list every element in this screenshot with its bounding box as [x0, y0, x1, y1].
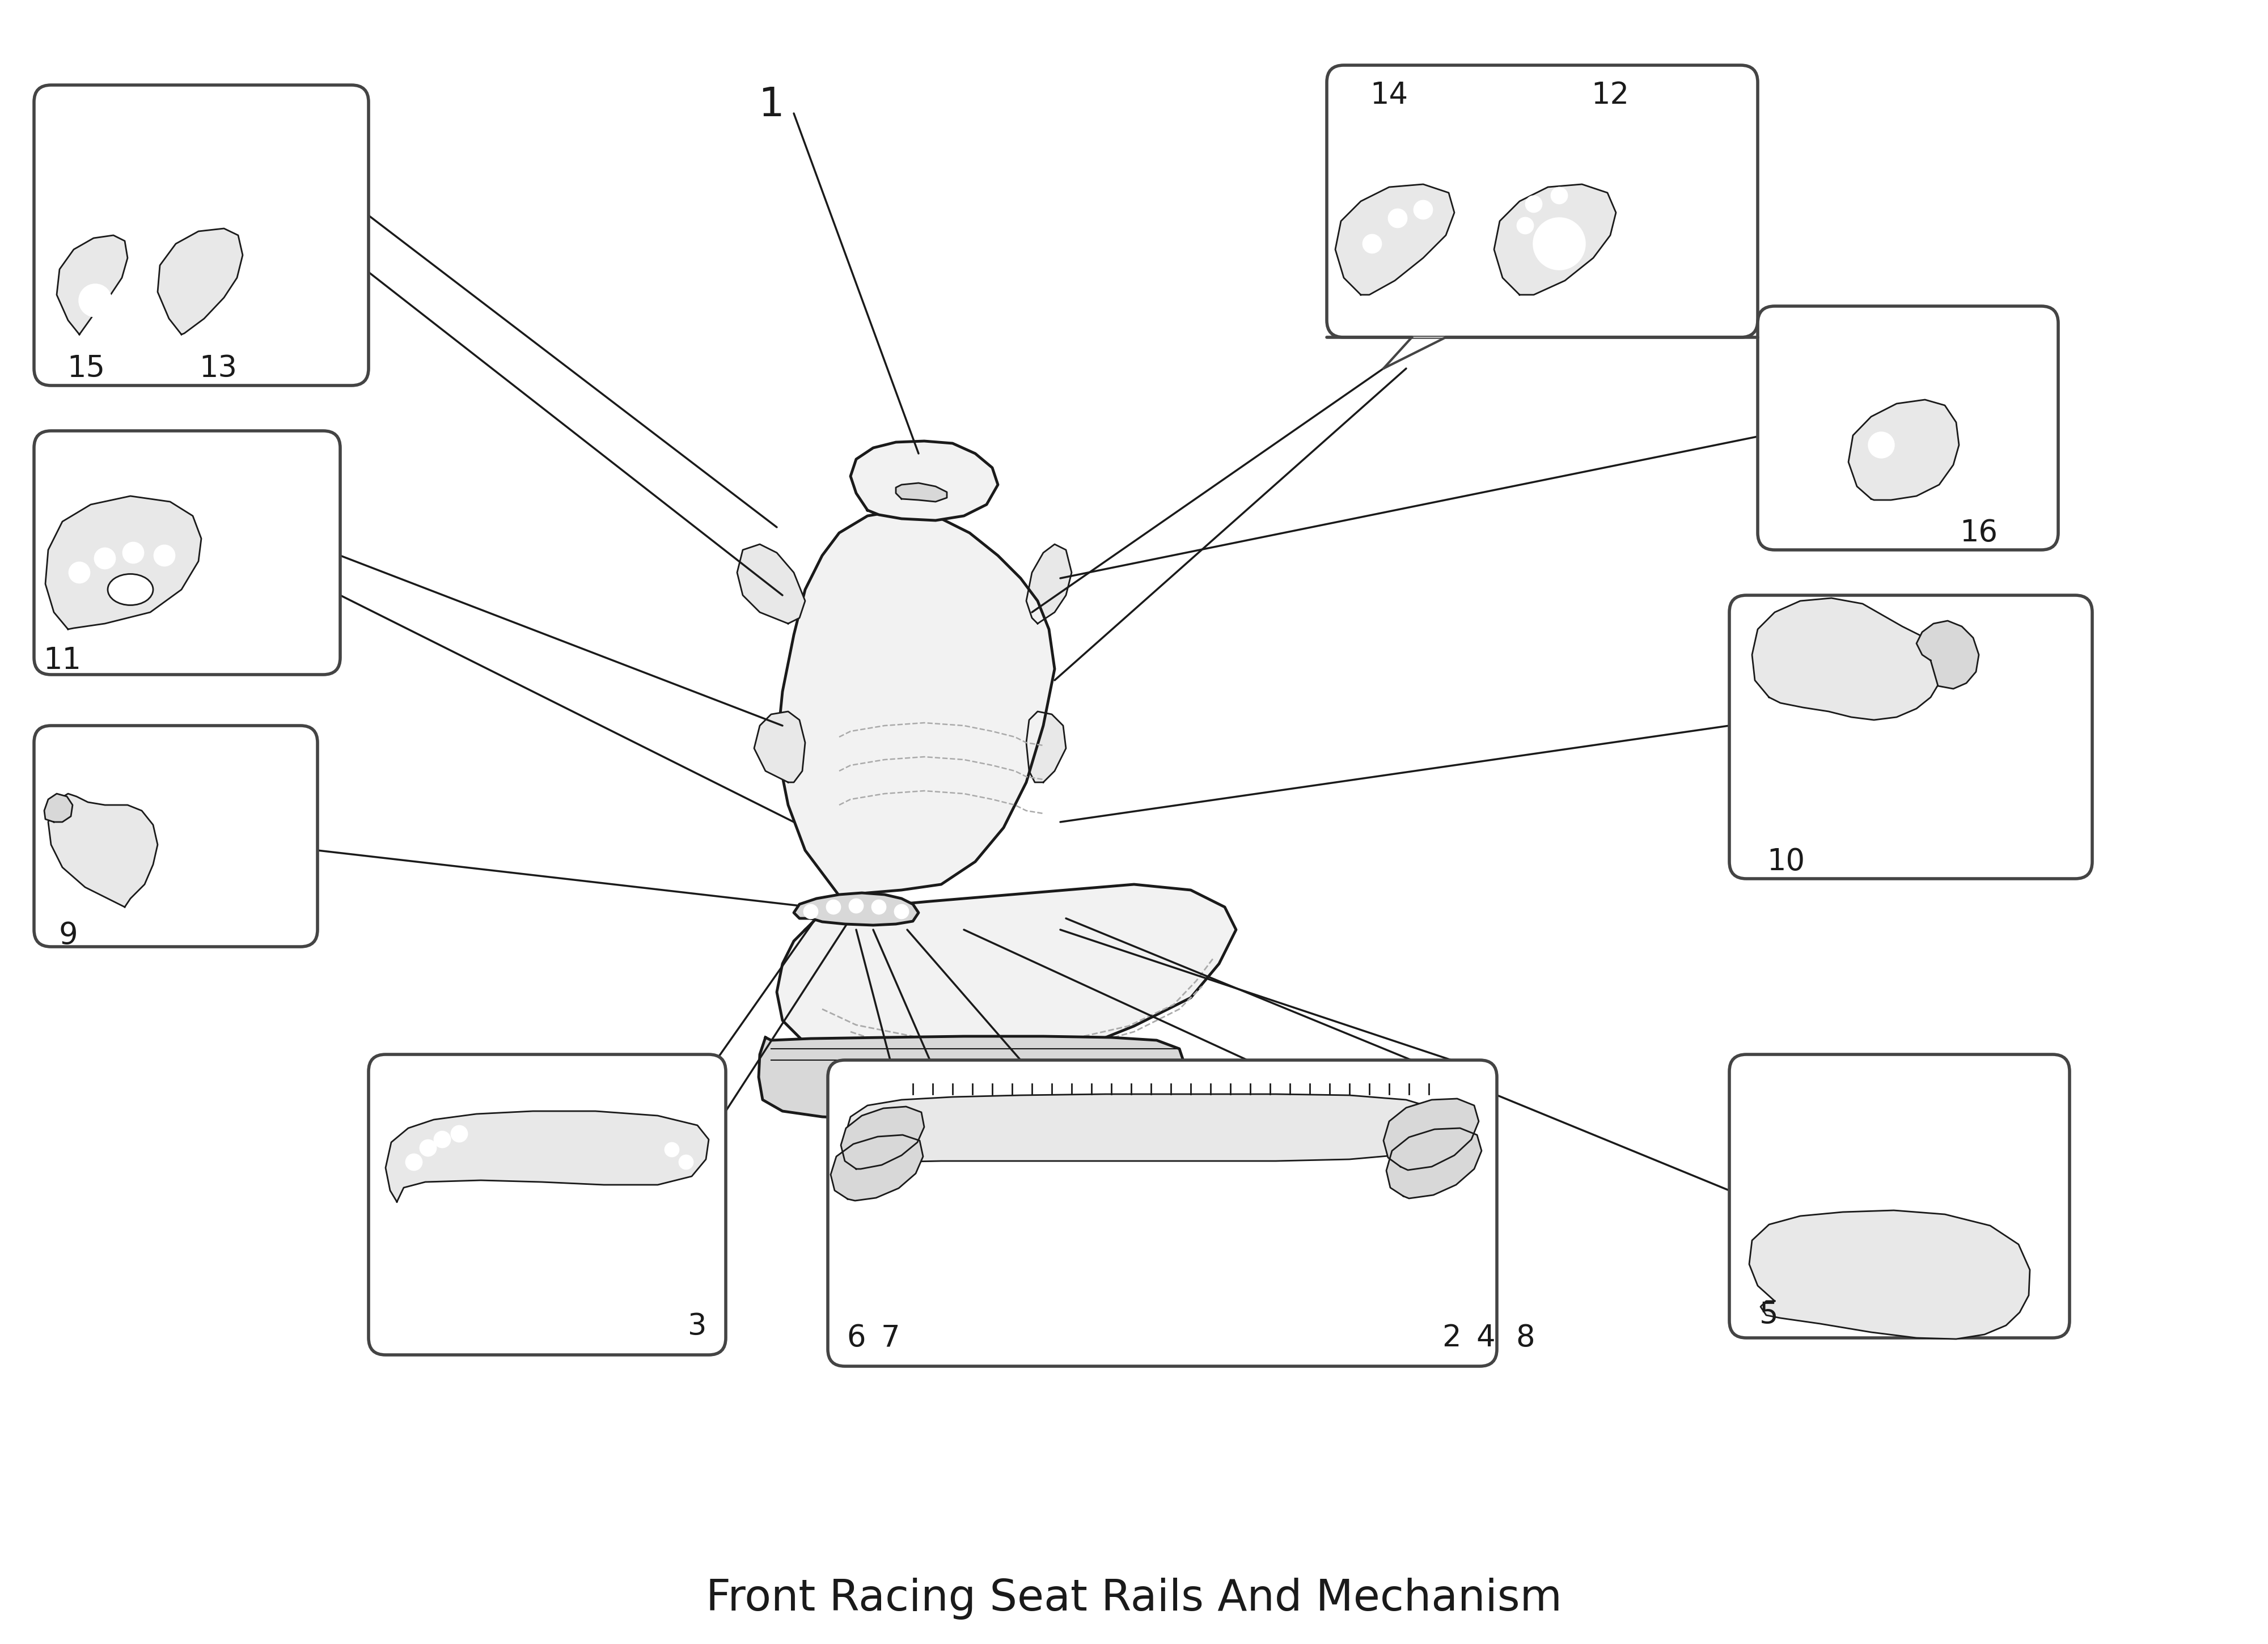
Polygon shape: [1383, 337, 1447, 368]
Text: 1: 1: [758, 85, 785, 125]
Text: 2: 2: [1442, 1323, 1461, 1353]
Text: 4: 4: [1476, 1323, 1495, 1353]
FancyBboxPatch shape: [1730, 595, 2091, 878]
Polygon shape: [1025, 712, 1066, 783]
Text: 7: 7: [880, 1323, 900, 1353]
Polygon shape: [45, 496, 202, 630]
Text: 5: 5: [1760, 1300, 1778, 1330]
Text: 8: 8: [1515, 1323, 1535, 1353]
Circle shape: [894, 904, 907, 919]
Circle shape: [406, 1154, 422, 1171]
Text: 13: 13: [200, 353, 238, 383]
Text: Front Racing Seat Rails And Mechanism: Front Racing Seat Rails And Mechanism: [705, 1578, 1563, 1619]
Polygon shape: [1749, 1210, 2030, 1338]
Polygon shape: [1495, 184, 1615, 294]
Polygon shape: [48, 794, 159, 907]
FancyBboxPatch shape: [34, 431, 340, 674]
Ellipse shape: [109, 574, 154, 605]
Circle shape: [1415, 201, 1433, 219]
Text: 10: 10: [1767, 847, 1805, 876]
Polygon shape: [850, 441, 998, 521]
Polygon shape: [1025, 544, 1073, 623]
Polygon shape: [776, 510, 1055, 896]
Polygon shape: [1916, 621, 1978, 689]
Text: 16: 16: [1960, 518, 1998, 547]
Polygon shape: [386, 1111, 708, 1202]
Circle shape: [122, 543, 143, 562]
Circle shape: [435, 1131, 449, 1148]
Polygon shape: [753, 712, 805, 783]
Circle shape: [1363, 235, 1381, 253]
Polygon shape: [1336, 184, 1454, 294]
Polygon shape: [1848, 399, 1960, 500]
FancyBboxPatch shape: [34, 725, 318, 947]
Polygon shape: [737, 544, 805, 623]
Polygon shape: [159, 229, 243, 334]
Polygon shape: [57, 235, 127, 334]
Polygon shape: [776, 884, 1236, 1065]
Text: 6: 6: [846, 1323, 866, 1353]
Circle shape: [1551, 187, 1567, 204]
Text: 9: 9: [59, 921, 77, 950]
Polygon shape: [794, 893, 919, 926]
FancyBboxPatch shape: [367, 1054, 726, 1355]
Circle shape: [871, 901, 885, 914]
Text: 3: 3: [687, 1312, 708, 1342]
FancyBboxPatch shape: [1758, 306, 2059, 549]
Circle shape: [1517, 217, 1533, 233]
Circle shape: [665, 1143, 678, 1156]
Circle shape: [1388, 209, 1406, 227]
Circle shape: [68, 562, 91, 582]
Polygon shape: [1383, 1098, 1479, 1171]
Text: 12: 12: [1592, 81, 1628, 110]
Circle shape: [451, 1126, 467, 1141]
Circle shape: [95, 547, 116, 569]
Polygon shape: [844, 1095, 1447, 1167]
Circle shape: [680, 1156, 694, 1169]
Polygon shape: [841, 1106, 925, 1169]
Polygon shape: [1751, 598, 1941, 720]
Polygon shape: [1075, 1115, 1120, 1149]
Circle shape: [1526, 196, 1542, 212]
Polygon shape: [860, 1116, 905, 1151]
Circle shape: [848, 899, 862, 912]
Circle shape: [1869, 432, 1894, 457]
FancyBboxPatch shape: [1327, 66, 1758, 337]
Polygon shape: [896, 483, 948, 501]
Polygon shape: [758, 1036, 1184, 1120]
Text: 11: 11: [43, 646, 82, 676]
Circle shape: [420, 1139, 435, 1156]
Circle shape: [1533, 219, 1585, 270]
Text: 14: 14: [1370, 81, 1408, 110]
Circle shape: [826, 901, 839, 914]
Polygon shape: [1386, 1128, 1481, 1198]
FancyBboxPatch shape: [34, 85, 367, 385]
Circle shape: [803, 904, 816, 919]
Text: 15: 15: [68, 353, 104, 383]
Polygon shape: [830, 1134, 923, 1200]
FancyBboxPatch shape: [828, 1060, 1497, 1366]
FancyBboxPatch shape: [1730, 1054, 2068, 1338]
Circle shape: [154, 546, 175, 566]
Circle shape: [79, 284, 111, 316]
Polygon shape: [45, 794, 73, 822]
